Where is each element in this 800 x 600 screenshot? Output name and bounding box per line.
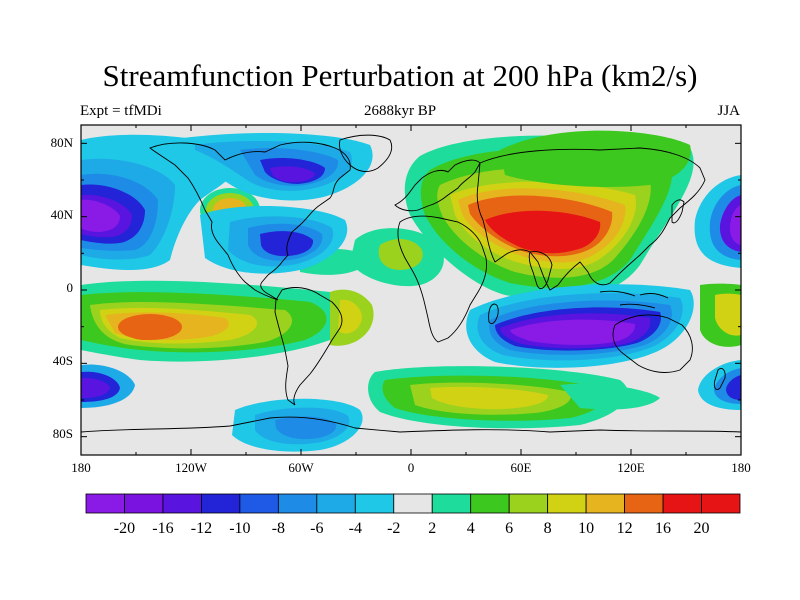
colorbar-swatch — [624, 493, 664, 514]
north-pacific-low-west — [81, 134, 242, 270]
colorbar — [85, 493, 741, 514]
eastern-us-low — [200, 205, 348, 274]
south-america-coast — [274, 287, 343, 406]
colorbar-swatch — [701, 493, 741, 514]
colorbar-label: 2 — [428, 520, 436, 537]
colorbar-swatch — [354, 493, 395, 514]
lon-labels: 180 120W 60W 0 60E 120E 180 — [71, 460, 751, 475]
colorbar-labels: -20 -16 -12 -10 -8 -6 -4 -2 2 4 6 8 10 12 16 20 — [114, 520, 710, 537]
colorbar-swatch — [585, 493, 625, 514]
colorbar-label: 12 — [617, 520, 633, 537]
colorbar-label: -4 — [349, 520, 362, 537]
west-pacific-high — [700, 283, 741, 347]
antarctic-low — [232, 398, 363, 452]
colorbar-swatch — [277, 493, 318, 514]
indian-ocean-low — [466, 284, 694, 368]
colorbar-label: -8 — [272, 520, 285, 537]
new-zealand-coast — [713, 367, 726, 391]
colorbar-label: 8 — [544, 520, 552, 537]
antarctica-coast — [81, 416, 741, 433]
colorbar-label: 16 — [655, 520, 671, 537]
lat-label-40n: 40N — [51, 207, 74, 222]
colorbar-swatch — [662, 493, 702, 514]
colorbar-label: -2 — [387, 520, 400, 537]
india-coast — [528, 251, 553, 290]
colorbar-label: 4 — [467, 520, 475, 537]
europe-coast — [394, 159, 481, 212]
lon-label-60w: 60W — [288, 460, 314, 475]
colorbar-label: -10 — [229, 520, 250, 537]
coastlines — [81, 134, 741, 433]
japan-coast — [671, 199, 685, 224]
lat-label-80n: 80N — [51, 135, 74, 150]
lat-label-40s: 40S — [53, 353, 73, 368]
africa-coast — [397, 215, 487, 343]
chart-title: Streamfunction Perturbation at 200 hPa (… — [102, 58, 698, 93]
colorbar-label: 10 — [578, 520, 594, 537]
colorbar-swatch — [316, 493, 356, 514]
colorbar-swatch — [201, 493, 241, 514]
colorbar-swatch — [85, 493, 125, 514]
siberia-high — [500, 130, 691, 187]
axis-ticks — [80, 125, 742, 455]
madagascar-coast — [488, 303, 499, 325]
colorbar-label: -6 — [310, 520, 323, 537]
australia-coast — [612, 314, 693, 373]
south-pacific-high — [81, 280, 353, 362]
colorbar-swatch — [470, 493, 510, 514]
north-america-coast — [149, 141, 351, 301]
greenland-coast — [339, 134, 393, 172]
south-atlantic-high — [330, 289, 374, 346]
lon-label-180e: 180 — [731, 460, 751, 475]
africa-atlantic-high — [300, 228, 444, 287]
lon-label-180w: 180 — [71, 460, 91, 475]
lon-label-60e: 60E — [511, 460, 532, 475]
experiment-label: Expt = tfMDi — [80, 103, 162, 119]
lon-label-120w: 120W — [175, 460, 208, 475]
colorbar-swatch — [162, 493, 202, 514]
colorbar-swatch — [393, 493, 433, 514]
colorbar-swatch — [239, 493, 279, 514]
season-label: JJA — [717, 103, 740, 119]
colorbar-label: 20 — [694, 520, 710, 537]
southern-ocean-high — [368, 366, 660, 429]
colorbar-swatch — [431, 493, 472, 514]
canada-low — [170, 133, 373, 201]
southeast-pacific-low — [81, 364, 135, 408]
lat-label-80s: 80S — [53, 426, 73, 441]
chart-subtitle: 2688kyr BP — [363, 103, 437, 119]
colorbar-label: -16 — [152, 520, 173, 537]
contour-fields — [81, 130, 741, 452]
lat-labels: 80N 40N 0 40S 80S — [51, 135, 74, 441]
lon-label-120e: 120E — [617, 460, 645, 475]
colorbar-swatch — [547, 493, 587, 514]
lon-label-0: 0 — [408, 460, 415, 475]
lat-label-0: 0 — [67, 280, 74, 295]
indonesia-coast — [599, 290, 669, 309]
colorbar-label: -12 — [191, 520, 212, 537]
colorbar-swatch — [124, 493, 164, 514]
colorbar-label: 6 — [505, 520, 513, 537]
colorbar-swatch — [508, 493, 549, 514]
north-pacific-low-east — [694, 175, 741, 268]
southwest-pacific-low — [698, 360, 741, 410]
colorbar-label: -20 — [114, 520, 135, 537]
asia-coast — [476, 147, 706, 291]
